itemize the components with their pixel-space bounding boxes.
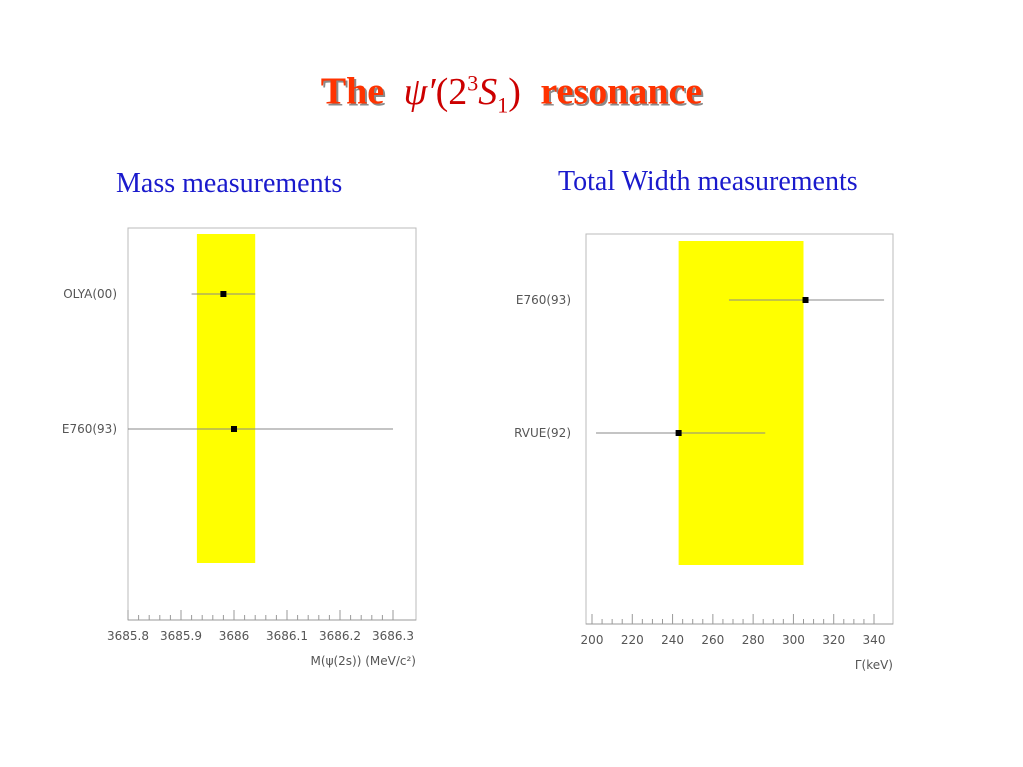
x-tick-label: 3686 — [219, 629, 250, 643]
title-formula: ψ′(23S1) — [403, 70, 521, 117]
title-formula-symbol: ψ′ — [403, 70, 436, 113]
data-point-marker — [231, 426, 237, 432]
row-label: E760(93) — [516, 293, 571, 307]
x-tick-label: 3686.3 — [372, 629, 414, 643]
row-label: RVUE(92) — [514, 426, 571, 440]
x-tick-label: 280 — [742, 633, 765, 647]
x-tick-label: 340 — [863, 633, 886, 647]
row-label: OLYA(00) — [63, 287, 117, 301]
x-tick-label: 200 — [581, 633, 604, 647]
x-axis-title: Γ(keV) — [855, 658, 893, 672]
average-band — [678, 241, 804, 565]
x-tick-label: 3685.9 — [160, 629, 202, 643]
x-tick-label: 300 — [782, 633, 805, 647]
x-tick-label: 220 — [621, 633, 644, 647]
average-band — [196, 234, 256, 563]
mass-subtitle: Mass measurements — [116, 168, 343, 199]
title-suffix: resonance — [540, 70, 703, 113]
data-point-marker — [220, 291, 227, 297]
data-point-marker — [802, 297, 809, 303]
width-subtitle: Total Width measurements — [558, 166, 858, 197]
title-formula-close: ) — [508, 70, 521, 113]
title-prefix: The — [320, 70, 385, 113]
title-formula-letter: S — [478, 70, 498, 113]
x-tick-label: 3686.2 — [319, 629, 361, 643]
row-label: E760(93) — [62, 422, 117, 436]
x-tick-label: 3685.8 — [107, 629, 149, 643]
x-axis-title: M(ψ(2s)) (MeV/c²) — [311, 654, 416, 668]
x-tick-label: 240 — [661, 633, 684, 647]
title-formula-sup: 3 — [467, 70, 479, 95]
x-tick-label: 3686.1 — [266, 629, 308, 643]
slide-title: The ψ′(23S1) resonance — [0, 58, 1023, 130]
title-formula-open: (2 — [435, 70, 468, 113]
x-tick-label: 260 — [701, 633, 724, 647]
data-point-marker — [675, 430, 682, 436]
x-tick-label: 320 — [822, 633, 845, 647]
title-formula-sub: 1 — [497, 92, 509, 118]
